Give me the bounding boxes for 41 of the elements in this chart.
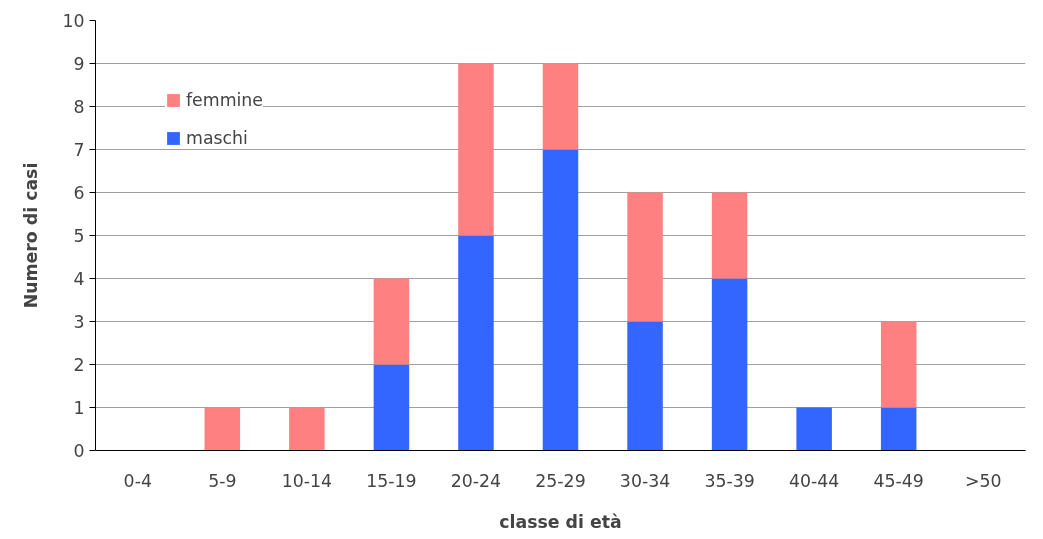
- x-tick-label: 30-34: [619, 470, 671, 491]
- y-tick-label: 4: [73, 269, 85, 289]
- y-tick-label: 10: [62, 11, 85, 31]
- y-tick-label: 2: [73, 355, 85, 375]
- bar: [289, 407, 325, 451]
- bar: [796, 407, 832, 451]
- x-tick-label: 40-44: [788, 470, 840, 491]
- y-tick-label: 7: [73, 140, 85, 160]
- bar: [880, 407, 917, 451]
- x-axis-title: classe di età: [499, 511, 622, 532]
- y-tick-label: 6: [73, 183, 85, 203]
- bar: [373, 278, 410, 365]
- bar: [204, 407, 241, 451]
- y-tick-label: 0: [73, 441, 85, 461]
- bar: [711, 278, 748, 451]
- legend-label: maschi: [186, 128, 248, 148]
- legend-label: femmine: [186, 90, 263, 110]
- bar: [373, 364, 410, 451]
- x-tick-label: 35-39: [704, 470, 755, 491]
- y-tick-label: 1: [73, 398, 85, 418]
- x-tick-label: 10-14: [281, 470, 333, 491]
- x-tick-label: 0-4: [123, 470, 152, 491]
- x-tick-label: 25-29: [535, 470, 586, 491]
- x-tick-label: 45-49: [873, 470, 924, 491]
- y-axis-title: Numero di casi: [21, 162, 42, 309]
- bar: [458, 235, 494, 451]
- y-tick-label: 9: [73, 54, 85, 74]
- bar: [542, 63, 579, 150]
- y-tick-label: 5: [73, 226, 85, 246]
- bar: [458, 63, 494, 236]
- x-tick-label: >50: [964, 470, 1002, 491]
- bar: [711, 192, 748, 279]
- x-tick-label: 5-9: [208, 470, 237, 491]
- bar: [880, 321, 917, 408]
- x-tick-label: 20-24: [450, 470, 502, 491]
- bar: [542, 149, 579, 451]
- y-tick-label: 3: [73, 312, 85, 332]
- x-tick-label: 15-19: [366, 470, 417, 491]
- bar: [627, 321, 663, 451]
- y-tick-label: 8: [73, 97, 85, 117]
- bar: [627, 192, 663, 322]
